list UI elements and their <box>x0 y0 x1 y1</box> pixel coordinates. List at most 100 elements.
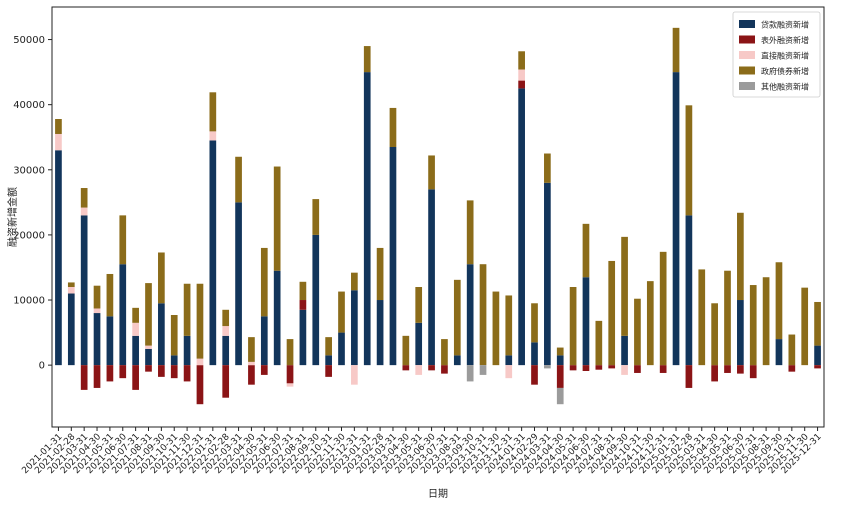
bar-segment <box>479 365 487 375</box>
y-tick-label: 40000 <box>13 100 45 111</box>
bar-segment <box>235 156 242 203</box>
bar-segment <box>67 282 75 287</box>
bar-segment <box>106 273 114 317</box>
x-axis-label: 日期 <box>428 488 448 500</box>
bar-segment <box>158 252 165 304</box>
bar-segment <box>389 147 397 366</box>
bar-segment <box>814 301 821 346</box>
bar-segment <box>544 365 551 369</box>
bar-segment <box>183 365 191 382</box>
bar-segment <box>505 295 513 356</box>
bar-segment <box>518 69 525 81</box>
y-axis-label: 融资新增金额 <box>6 187 19 247</box>
bar-segment <box>518 51 525 70</box>
bar-segment <box>595 320 603 366</box>
y-tick-label: 50000 <box>13 35 45 46</box>
bar-segment <box>737 365 744 374</box>
legend-swatch <box>739 51 755 59</box>
bar-segment <box>248 337 255 362</box>
bar-segment <box>582 223 590 278</box>
bar-segment <box>325 337 332 356</box>
bar-segment <box>235 202 242 366</box>
bar-segment <box>762 277 770 366</box>
bar-segment <box>672 27 680 73</box>
bar-segment <box>698 269 706 366</box>
bar-segment <box>428 365 435 371</box>
bar-segment <box>569 365 577 371</box>
bar-segment <box>119 365 127 379</box>
bar-segment <box>93 285 101 309</box>
bar-segment <box>518 88 525 366</box>
bar-segment <box>312 234 320 366</box>
bar-segment <box>376 247 384 301</box>
bar-segment <box>299 281 307 301</box>
bar-segment <box>724 365 731 373</box>
bar-segment <box>672 72 680 366</box>
bar-segment <box>55 119 62 134</box>
legend-label: 政府债券新增 <box>761 66 809 76</box>
plot-frame <box>51 6 825 428</box>
bar-segment <box>119 264 127 366</box>
bar-segment <box>351 290 358 366</box>
bar-segment <box>222 365 230 398</box>
bar-segment <box>248 361 255 366</box>
bar-segment <box>775 339 783 366</box>
bar-segment <box>286 365 294 384</box>
bar-segment <box>145 345 152 349</box>
bar-segment <box>273 166 281 271</box>
bar-segment <box>55 133 62 151</box>
legend-label: 表外融资新增 <box>761 35 809 45</box>
bar-segment <box>814 345 821 366</box>
bar-segment <box>106 365 114 382</box>
bar-segment <box>363 72 371 366</box>
x-axis: 2021-01-312021-02-282021-03-312021-04-30… <box>20 427 824 476</box>
bar-segment <box>222 309 230 327</box>
legend-label: 其他融资新增 <box>761 82 809 92</box>
bar-segment <box>402 365 410 371</box>
bar-segment <box>608 365 616 369</box>
bar-segment <box>569 287 577 366</box>
bar-segment <box>531 365 538 385</box>
bar-segment <box>749 285 757 366</box>
bar-segment <box>158 365 165 377</box>
bar-segment <box>338 332 345 366</box>
y-tick-label: 30000 <box>13 165 45 176</box>
bar-segment <box>363 46 371 73</box>
bar-segment <box>453 279 461 356</box>
bar-segment <box>273 270 281 366</box>
bar-segment <box>196 358 204 366</box>
bar-segment <box>724 270 731 366</box>
bar-segment <box>749 365 757 379</box>
bar-segment <box>737 300 744 366</box>
legend-swatch <box>739 66 755 75</box>
legend-swatch <box>739 20 755 28</box>
bar-segment <box>67 293 75 366</box>
bar-segment <box>556 387 564 405</box>
bar-segment <box>325 355 332 366</box>
bar-segment <box>93 365 101 388</box>
bar-segment <box>93 308 101 314</box>
bar-segment <box>145 348 152 366</box>
bar-segment <box>351 365 358 385</box>
bar-segment <box>505 365 513 379</box>
bar-segment <box>788 334 796 366</box>
bar-segment <box>646 281 654 366</box>
bar-segment <box>93 313 101 366</box>
bar-segment <box>415 287 423 323</box>
bar-segment <box>338 291 345 333</box>
bar-segment <box>775 262 783 340</box>
bar-segment <box>441 339 448 366</box>
bar-segment <box>634 298 641 366</box>
bar-segment <box>685 105 693 216</box>
bar-segment <box>582 277 590 366</box>
bar-segment <box>312 199 320 235</box>
bar-segment <box>80 215 88 366</box>
bar-segment <box>415 365 423 375</box>
bar-segment <box>556 355 564 366</box>
bar-segment <box>80 188 88 208</box>
bar-segment <box>299 309 307 366</box>
bar-segment <box>582 365 590 371</box>
bar-segment <box>222 326 230 336</box>
